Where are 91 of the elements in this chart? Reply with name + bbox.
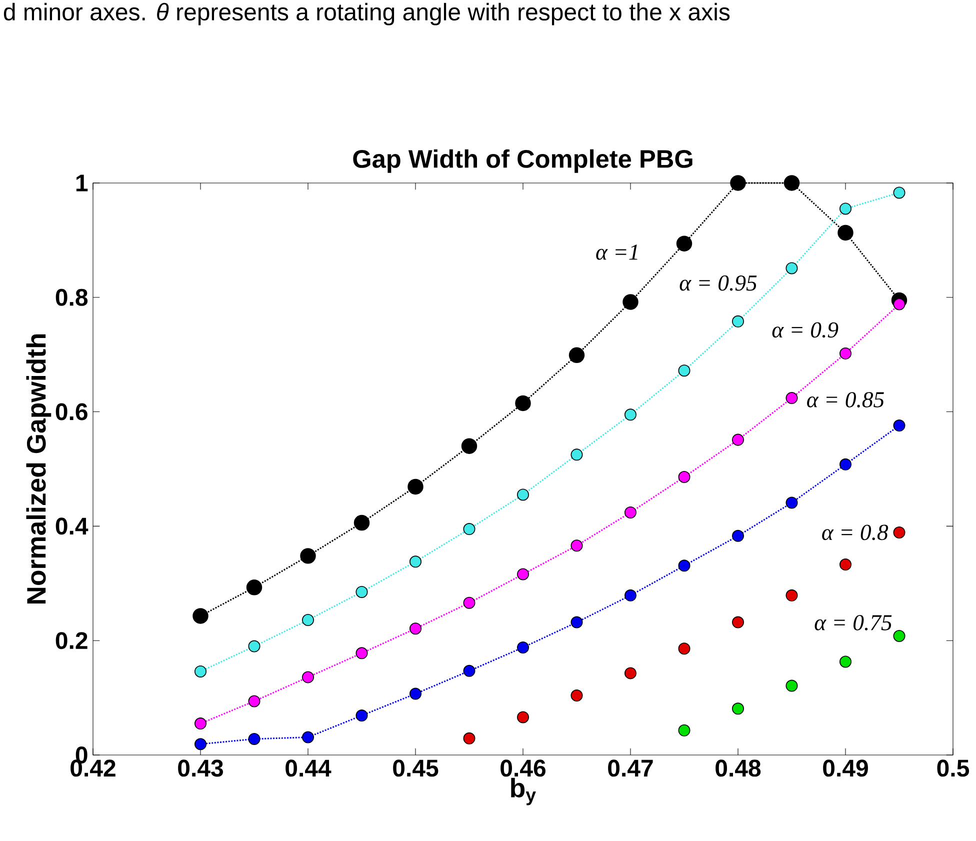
series-label: α =1 <box>596 244 638 260</box>
point <box>786 589 798 602</box>
point <box>622 294 638 310</box>
x-tick-label: 0.45 <box>393 760 438 777</box>
x-tick-label: 0.44 <box>286 760 332 777</box>
point <box>461 438 478 454</box>
point <box>678 724 690 736</box>
x-tick-label: 0.46 <box>500 760 546 777</box>
point <box>786 496 798 509</box>
point <box>570 616 583 628</box>
point <box>463 523 476 536</box>
point <box>356 586 368 598</box>
y-tick-label: 1 <box>76 174 88 192</box>
point <box>678 642 690 655</box>
point <box>839 202 852 215</box>
point <box>194 718 206 730</box>
point <box>248 640 260 652</box>
point <box>786 392 798 404</box>
point <box>732 530 744 542</box>
point <box>248 695 260 708</box>
point <box>410 556 422 568</box>
point <box>302 671 314 684</box>
point <box>194 738 206 750</box>
series-label: α = 0.85 <box>807 392 884 408</box>
point <box>732 702 744 715</box>
x-axis-title: b$_{y}$ <box>511 778 536 806</box>
point <box>893 630 906 642</box>
point <box>784 175 800 191</box>
point <box>839 558 852 571</box>
point <box>893 186 906 199</box>
x-tick-label: 0.48 <box>716 760 761 777</box>
point <box>356 710 368 722</box>
point <box>410 688 422 700</box>
point <box>354 514 370 531</box>
point <box>678 560 690 572</box>
point <box>839 347 852 360</box>
point <box>676 236 692 252</box>
point <box>570 448 583 461</box>
point <box>570 540 583 552</box>
point <box>624 506 636 518</box>
point <box>515 395 531 412</box>
text: d minor axes. θ represents a rotating angle with respect to the x axis <box>4 2 730 26</box>
chart-title: Gap Width of Complete PBG <box>353 149 692 173</box>
point <box>732 616 744 628</box>
point <box>568 347 585 364</box>
point <box>300 548 316 564</box>
y-tick-label: 0.4 <box>56 518 88 535</box>
point <box>517 568 529 580</box>
x-tick-label: 0.43 <box>178 760 223 777</box>
point <box>678 364 690 377</box>
point <box>302 731 314 744</box>
point <box>410 622 422 635</box>
point <box>839 656 852 668</box>
point <box>192 608 208 624</box>
series-label: α = 0.95 <box>680 275 757 291</box>
point <box>838 224 854 241</box>
point <box>893 526 906 538</box>
point <box>408 478 424 495</box>
y-tick-label: 0.2 <box>56 632 88 650</box>
x-tick-label: 0.5 <box>937 760 970 777</box>
point <box>624 667 636 680</box>
point <box>302 614 314 626</box>
point <box>732 315 744 328</box>
point <box>194 665 206 678</box>
y-axis-title: Normalized Gapwidth <box>26 334 52 604</box>
point <box>624 589 636 602</box>
point <box>248 732 260 745</box>
point <box>786 262 798 274</box>
point <box>732 434 744 446</box>
y-tick-label: 0.8 <box>56 288 88 306</box>
point <box>356 647 368 660</box>
point <box>730 175 746 191</box>
point <box>463 664 476 677</box>
point <box>463 596 476 609</box>
point <box>839 458 852 470</box>
x-tick-label: 0.49 <box>823 760 868 777</box>
point <box>893 420 906 432</box>
y-tick-label: 0.6 <box>56 403 88 420</box>
point <box>570 689 583 702</box>
series-label: α = 0.75 <box>814 615 892 630</box>
point <box>246 580 262 596</box>
point <box>463 732 476 744</box>
point <box>517 711 529 724</box>
point <box>517 488 529 501</box>
point <box>624 408 636 421</box>
point <box>786 680 798 692</box>
series-label: α = 0.9 <box>772 322 838 338</box>
point <box>517 641 529 654</box>
series-label: α = 0.8 <box>822 524 888 540</box>
x-tick-label: 0.47 <box>608 760 653 777</box>
point <box>678 470 690 483</box>
